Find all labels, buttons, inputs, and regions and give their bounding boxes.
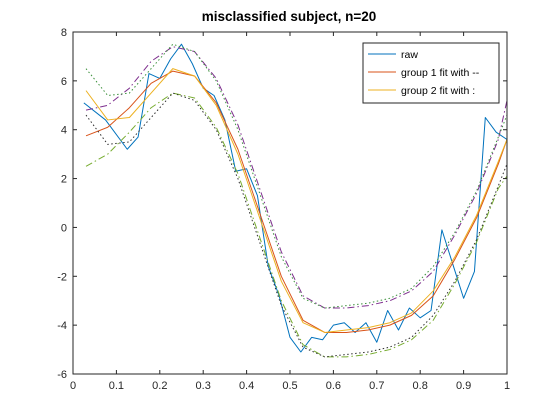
series-line-1 — [83, 43, 508, 353]
legend-label: group 1 fit with -- — [401, 67, 480, 79]
y-tick-label: -6 — [57, 369, 67, 381]
series-line-4 — [85, 46, 508, 309]
x-tick-label: 0.4 — [239, 380, 254, 392]
x-tick-label: 0.8 — [413, 380, 428, 392]
x-tick-label: 0.7 — [369, 380, 384, 392]
y-tick-label: 6 — [61, 76, 67, 88]
legend-box — [362, 42, 500, 104]
x-tick-label: 0.3 — [196, 380, 211, 392]
x-tick-label: 0 — [70, 380, 76, 392]
legend: raw group 1 fit with -- group 2 fit with : — [362, 42, 500, 104]
legend-label: group 2 fit with : — [401, 85, 475, 97]
series-line-2 — [85, 70, 508, 333]
chart-title: misclassified subject, n=20 — [202, 9, 376, 24]
x-tick-label: 0.1 — [109, 380, 124, 392]
x-tick-label: 0.6 — [326, 380, 341, 392]
y-tick-label: 8 — [61, 27, 67, 39]
axis-ticks: 0 0.1 0.2 0.3 0.4 0.5 0.6 0.7 0.8 0.9 1 -6 -4 -2 0 2 4 6 8 — [57, 27, 510, 392]
x-tick-label: 0.2 — [152, 380, 167, 392]
legend-label: raw — [401, 49, 418, 61]
series-line-3 — [85, 68, 508, 333]
series-group — [83, 43, 508, 358]
y-tick-label: -4 — [57, 320, 67, 332]
x-tick-label: 0.9 — [456, 380, 471, 392]
x-tick-label: 1 — [504, 380, 510, 392]
series-line-7 — [85, 92, 508, 358]
y-tick-label: 0 — [61, 222, 67, 234]
x-tick-label: 0.5 — [282, 380, 297, 392]
series-line-5 — [85, 92, 508, 358]
y-tick-label: 4 — [61, 125, 67, 137]
y-tick-label: 2 — [61, 174, 67, 186]
y-tick-label: -2 — [57, 271, 67, 283]
